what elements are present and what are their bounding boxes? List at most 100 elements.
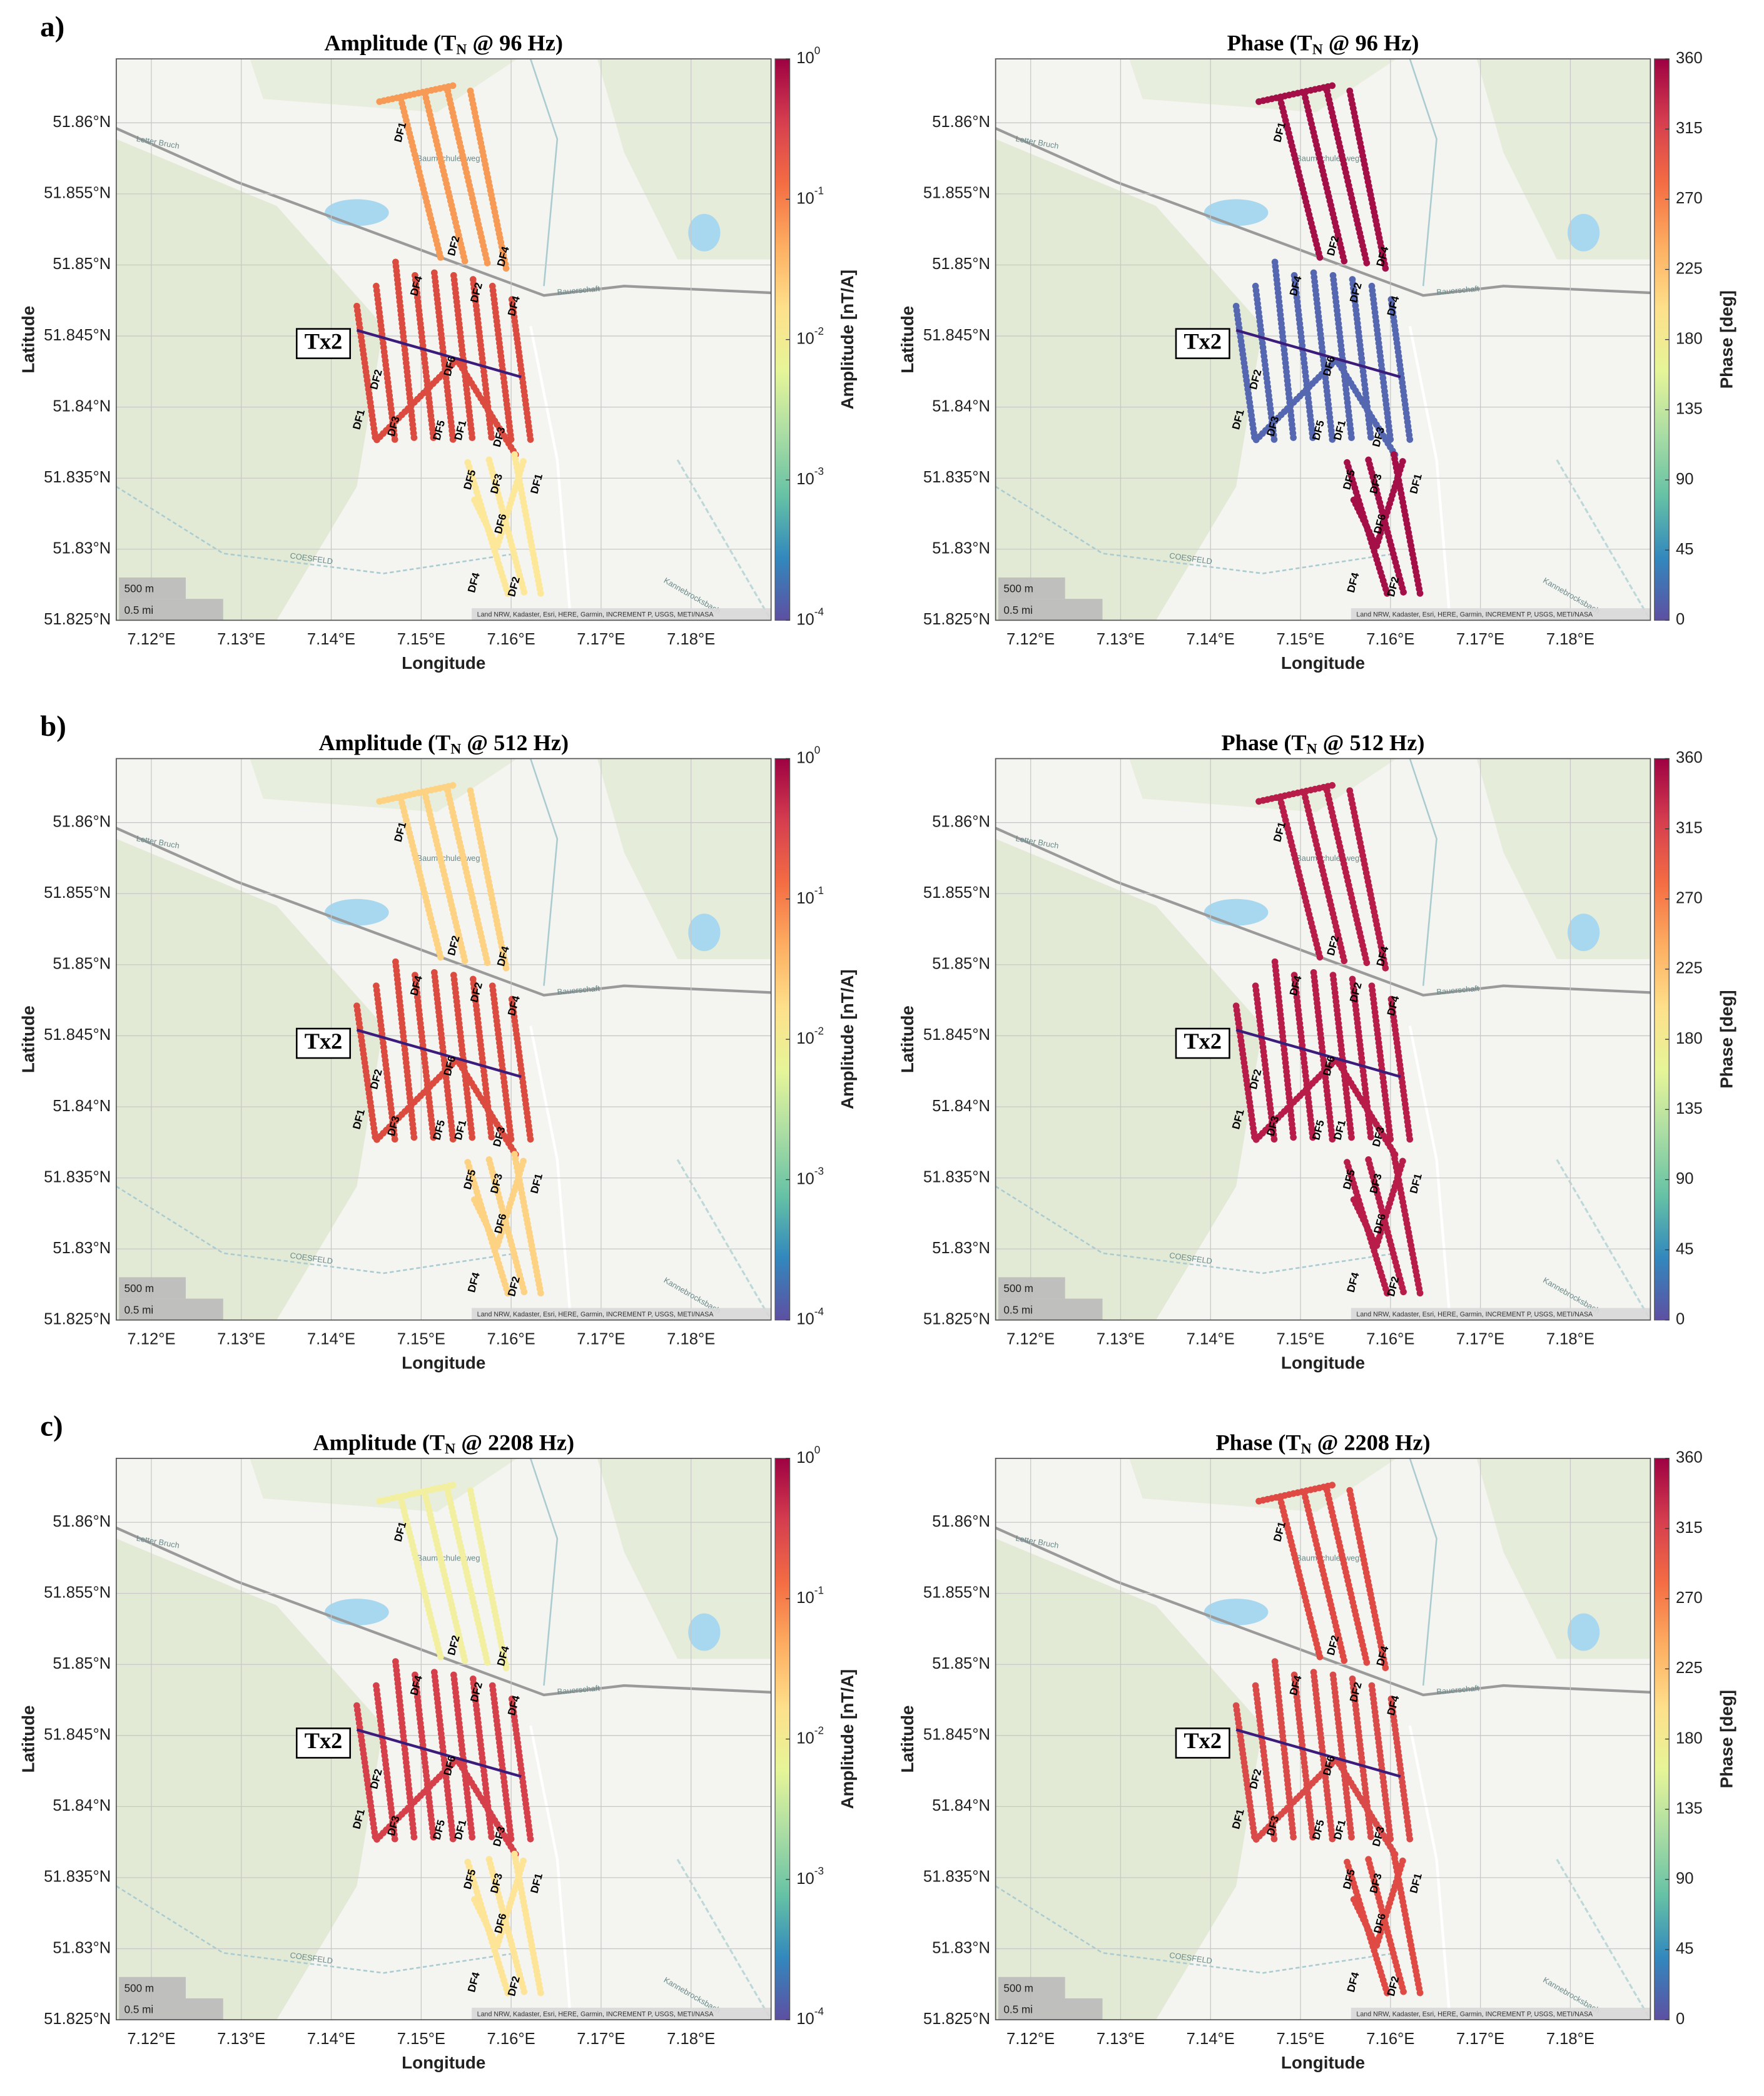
flight-line <box>1324 787 1371 968</box>
flight-line <box>467 88 510 273</box>
attribution-box <box>1351 2007 1651 2020</box>
x-tick-label: 7.17°E <box>1456 631 1504 648</box>
colorbar-tick-label: 180 <box>1676 1729 1703 1747</box>
colorbar-tick-label: 45 <box>1676 1240 1694 1258</box>
map: Letter BruchBauerschaftCOESFELDKannebroc… <box>995 1458 1651 2020</box>
x-tick-label: 7.17°E <box>1456 1331 1504 1348</box>
colorbar-tick-label: 10-4 <box>796 2005 824 2028</box>
text-part: 0 <box>814 44 821 56</box>
colorbar-tick-label: 100 <box>796 1444 820 1467</box>
panel-title: Amplitude (TN @ 96 Hz) <box>325 31 563 58</box>
x-tick-label: 7.14°E <box>1187 2030 1235 2048</box>
text-part: Amplitude (T <box>318 730 450 755</box>
flight-line <box>489 282 515 444</box>
colorbar-tick-label: 10-1 <box>796 1584 824 1607</box>
panel: Letter BruchBauerschaftCOESFELDKannebroc… <box>18 1410 857 2072</box>
text-part: -4 <box>814 2005 824 2017</box>
colorbar-tick-label: 135 <box>1676 400 1703 418</box>
place-name: Baumschulenweg <box>417 853 480 863</box>
colorbar-tick-label: 180 <box>1676 1030 1703 1047</box>
colorbar-tick-label: 315 <box>1676 1519 1703 1537</box>
flight-line <box>422 1490 469 1665</box>
attribution-box <box>1351 1308 1651 1320</box>
stream <box>529 758 559 986</box>
woodland <box>1476 758 1651 959</box>
flight-line <box>1324 88 1371 268</box>
colorbar-tick-label: 10-2 <box>796 325 824 347</box>
scale-box <box>998 1976 1065 1998</box>
flight-line <box>1329 1671 1356 1843</box>
flight-line <box>1232 1702 1259 1843</box>
flight-line <box>422 790 469 965</box>
scale-box <box>119 599 223 621</box>
flight-line <box>1255 82 1336 105</box>
lake <box>325 1599 389 1625</box>
map: Letter BruchBauerschaftCOESFELDKannebroc… <box>995 59 1651 621</box>
attribution-box <box>472 608 771 621</box>
panel-title: Phase (TN @ 2208 Hz) <box>1215 1430 1430 1458</box>
colorbar-tick-label: 270 <box>1676 1589 1703 1607</box>
street <box>1556 459 1651 621</box>
colorbar-tick-label: 0 <box>1676 2010 1685 2028</box>
x-tick-label: 7.13°E <box>217 1331 265 1348</box>
text-part: -3 <box>814 1165 824 1177</box>
y-tick-label: 51.825°N <box>44 1311 111 1328</box>
flight-line <box>392 258 418 444</box>
lake <box>325 898 389 926</box>
row-label: c) <box>40 1410 63 1443</box>
text-part: @ 96 Hz) <box>467 31 563 56</box>
panel: Letter BruchBauerschaftCOESFELDKannebroc… <box>18 710 857 1372</box>
woodland <box>597 758 771 959</box>
lake <box>688 1613 721 1651</box>
y-tick-label: 51.85°N <box>53 255 111 273</box>
text-part: 10 <box>796 330 814 347</box>
map: Letter BruchBauerschaftCOESFELDKannebroc… <box>116 1458 771 2020</box>
text-part: 0 <box>814 744 821 756</box>
flight-line <box>376 82 457 105</box>
x-tick-label: 7.14°E <box>307 1331 355 1348</box>
y-tick-label: 51.845°N <box>44 1726 111 1744</box>
scale-box <box>119 1976 186 1998</box>
road <box>116 127 771 297</box>
map: Letter BruchBauerschaftCOESFELDKannebroc… <box>995 758 1651 1320</box>
flight-line <box>1324 1487 1371 1668</box>
flight-line <box>1277 1495 1324 1662</box>
flight-line <box>1300 90 1348 266</box>
woodland <box>116 1539 384 2020</box>
colorbar-tick-label: 0 <box>1676 1311 1685 1328</box>
map: Letter BruchBauerschaftCOESFELDKannebroc… <box>116 758 771 1320</box>
colorbar-tick-label: 360 <box>1676 49 1703 67</box>
y-tick-label: 51.84°N <box>932 397 990 415</box>
attribution: Land NRW, Kadaster, Esri, HERE, Garmin, … <box>477 611 714 619</box>
place-name: Bauerschaft <box>1436 1683 1480 1696</box>
flight-line <box>353 1002 379 1143</box>
woodland <box>597 1458 771 1659</box>
flight-line <box>373 282 398 444</box>
woodland <box>995 139 1263 621</box>
text-part: Phase (T <box>1215 1430 1300 1455</box>
street <box>529 325 572 621</box>
text-part: 10 <box>796 190 814 207</box>
y-tick-label: 51.85°N <box>932 955 990 973</box>
colorbar-tick-label: 10-2 <box>796 1025 824 1047</box>
text-part: 10 <box>796 49 814 67</box>
tx-label: Tx2 <box>305 328 343 354</box>
text-part: 10 <box>796 890 814 907</box>
x-tick-label: 7.14°E <box>1187 1331 1235 1348</box>
flight-line <box>1300 790 1348 965</box>
text-part: 10 <box>796 749 814 766</box>
y-tick-label: 51.825°N <box>44 611 111 628</box>
stream <box>1409 758 1437 986</box>
place-name: Baumschulenweg <box>417 1553 480 1562</box>
colorbar-tick-label: 180 <box>1676 330 1703 347</box>
x-tick-label: 7.18°E <box>1546 2030 1594 2048</box>
y-tick-label: 51.835°N <box>44 1868 111 1886</box>
flight-line <box>1300 1490 1348 1665</box>
flight-line <box>373 1682 398 1843</box>
text-part: -4 <box>814 606 824 618</box>
scale-box <box>998 1298 1103 1320</box>
x-tick-label: 7.15°E <box>397 2030 445 2048</box>
x-tick-label: 7.17°E <box>577 2030 625 2048</box>
y-tick-label: 51.825°N <box>923 2010 990 2028</box>
